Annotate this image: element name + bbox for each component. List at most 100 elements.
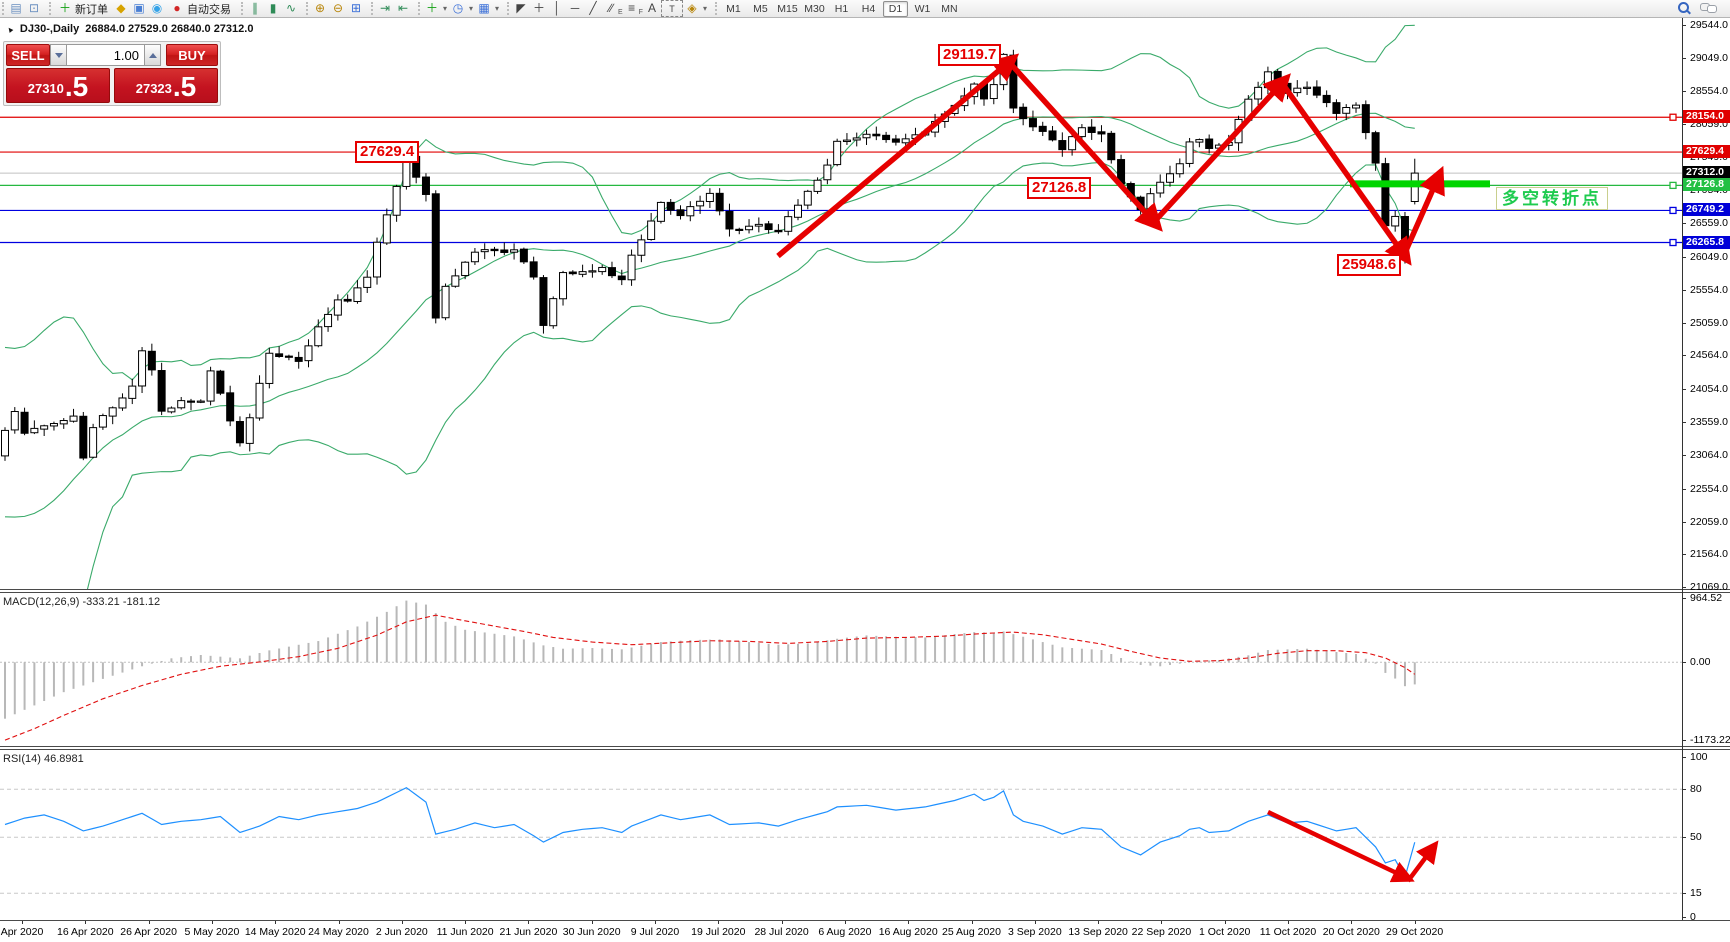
price-tick-label: 24054.0 (1690, 383, 1728, 396)
new-order-icon: ＋ (58, 1, 71, 15)
toolbar-right-group (1677, 2, 1730, 15)
price-tick-label: 22554.0 (1690, 482, 1728, 495)
dropdown-arrow-icon[interactable]: ▾ (468, 4, 473, 13)
swing-price-annotation[interactable]: 27126.8 (1027, 177, 1092, 199)
rsi-panel-separator[interactable] (0, 746, 1730, 747)
horizontal-line-icon[interactable]: ─ (570, 1, 580, 15)
buy-price-main: 27323 (135, 81, 172, 96)
date-tick-mark (528, 921, 530, 924)
triangle-up-icon (148, 52, 157, 58)
turning-point-text-object[interactable]: 多空转折点 (1496, 187, 1608, 210)
indicators-add-icon[interactable]: ＋ (425, 1, 438, 15)
market-watch-icon[interactable]: ◆ (116, 1, 126, 15)
auto-scroll-icon[interactable]: ⇥ (379, 1, 391, 15)
zoom-out-icon[interactable]: ⊖ (332, 1, 344, 15)
date-tick-label: 11 Oct 2020 (1259, 926, 1317, 938)
autotrading-icon: ● (173, 1, 181, 15)
date-tick-label: Apr 2020 (0, 926, 44, 938)
buy-button[interactable]: BUY (166, 44, 218, 66)
dropdown-arrow-icon[interactable]: ▾ (702, 4, 707, 13)
date-tick-mark (1288, 921, 1289, 924)
ohlc-values: 26884.0 27529.0 26840.0 27312.0 (85, 23, 254, 35)
main-toolbar: ▤ ⊡ ＋新订单 ◆ ▣ ◉ ● 自动交易 ∥ ▮ ∿ ⊕ ⊖ ⊞ ⇥ ⇤ ＋ ▾ ◷ ▾ ▦ ▾ ◤ ＋ │ ─ ╱ ∕∕ E ≡ F A T… (0, 0, 1730, 18)
toolbar-group: ∥ ▮ ∿ (239, 1, 304, 16)
price-axis-line[interactable] (1682, 18, 1683, 920)
macd-tick-label: -1173.22 (1690, 734, 1730, 747)
toolbar-group: ⇥ ⇤ (369, 1, 416, 16)
fibonacci-icon[interactable]: ≡ (628, 1, 636, 15)
zoom-in-icon[interactable]: ⊕ (314, 1, 326, 15)
timeframe-d1[interactable]: D1 (882, 0, 908, 17)
swing-price-annotation[interactable]: 25948.6 (1337, 254, 1402, 276)
new-chart-icon[interactable]: ▤ (10, 1, 22, 15)
swing-price-annotation[interactable]: 29119.7 (938, 44, 1002, 66)
price-tick-label: 25554.0 (1690, 283, 1728, 296)
symbol-period-label: DJ30-,Daily (19, 23, 80, 35)
timeframe-m30[interactable]: M30 (804, 2, 825, 15)
volume-increase-button[interactable] (144, 44, 161, 66)
macd-tick-mark (1682, 662, 1686, 664)
tile-windows-icon[interactable]: ⊞ (350, 1, 362, 15)
equidistant-channel-icon[interactable]: ∕∕ (608, 1, 613, 15)
date-tick-label: 30 Jun 2020 (562, 926, 621, 938)
arrows-icon[interactable]: ◈ (687, 1, 697, 15)
buy-price-button[interactable]: 27323 .5 (114, 68, 218, 103)
dropdown-arrow-icon[interactable]: ▾ (442, 4, 447, 13)
date-tick-mark (971, 921, 973, 924)
toolbar-group: ＋ 新订单 ◆ ▣ ◉ ● 自动交易 (47, 1, 239, 16)
timeframe-m5[interactable]: M5 (753, 2, 768, 15)
chart-line-icon[interactable]: ∿ (285, 1, 297, 15)
timeframe-w1[interactable]: W1 (914, 2, 931, 15)
new-order-button[interactable]: ＋ 新订单 (54, 1, 112, 16)
date-tick-label: 25 Aug 2020 (942, 926, 1001, 938)
date-tick-label: 1 Oct 2020 (1199, 926, 1251, 938)
volume-input[interactable]: 1.00 (67, 44, 144, 66)
search-icon[interactable] (1677, 2, 1690, 15)
date-tick-label: 29 Oct 2020 (1385, 926, 1444, 938)
sell-price-button[interactable]: 27310 .5 (6, 68, 110, 103)
price-level-badge: 27312.0 (1683, 166, 1730, 180)
timeframe-m15[interactable]: M15 (777, 2, 798, 15)
timeframe-h4[interactable]: H4 (861, 2, 876, 15)
rsi-tick-label: 15 (1690, 887, 1702, 900)
equidistant-channel-icon-badge: E (618, 9, 623, 16)
swing-price-annotation[interactable]: 27629.4 (355, 141, 420, 163)
chart-candles-icon[interactable]: ▮ (269, 1, 277, 15)
rsi-tick-label: 100 (1690, 751, 1708, 764)
chart-bars-icon[interactable]: ∥ (252, 1, 258, 15)
crosshair-icon[interactable]: ＋ (532, 1, 545, 15)
macd-panel-separator[interactable] (0, 589, 1730, 590)
text-label-icon[interactable]: T (660, 0, 683, 17)
chart-title: ▲ DJ30-,Daily 26884.0 27529.0 26840.0 27… (4, 23, 254, 35)
trendline-icon[interactable]: ╱ (589, 1, 597, 15)
timeframe-h1[interactable]: H1 (834, 2, 849, 15)
chart-shift-icon[interactable]: ⇤ (397, 1, 409, 15)
sell-price-main: 27310 (27, 81, 64, 96)
rsi-indicator-label: RSI(14) 46.8981 (3, 753, 84, 765)
terminal-icon[interactable]: ▣ (133, 1, 145, 15)
data-window-icon[interactable]: ⊡ (28, 1, 40, 15)
cursor-icon[interactable]: ◤ (516, 1, 526, 15)
trade-panel-price-row: 27310 .5 27323 .5 (6, 68, 218, 103)
text-icon[interactable]: A (647, 1, 656, 15)
price-tick-mark (1682, 587, 1686, 589)
timeframe-m1[interactable]: M1 (726, 2, 741, 15)
volume-decrease-button[interactable] (50, 44, 67, 66)
fibonacci-icon-badge: F (638, 9, 643, 16)
time-axis-separator (0, 920, 1730, 921)
price-tick-mark (1682, 454, 1686, 456)
periods-icon[interactable]: ◷ (452, 1, 464, 15)
vertical-line-icon[interactable]: │ (553, 1, 561, 15)
date-tick-mark (465, 921, 467, 924)
sell-button[interactable]: SELL (6, 44, 50, 66)
price-tick-label: 23559.0 (1690, 416, 1728, 429)
templates-icon[interactable]: ▦ (478, 1, 490, 15)
signals-icon[interactable]: ◉ (151, 1, 163, 15)
date-tick-label: 22 Sep 2020 (1131, 926, 1192, 938)
chat-icon[interactable] (1700, 2, 1717, 15)
autotrading-button[interactable]: ● 自动交易 (166, 1, 235, 16)
timeframe-mn[interactable]: MN (941, 2, 958, 15)
dropdown-arrow-icon[interactable]: ▾ (494, 4, 499, 13)
